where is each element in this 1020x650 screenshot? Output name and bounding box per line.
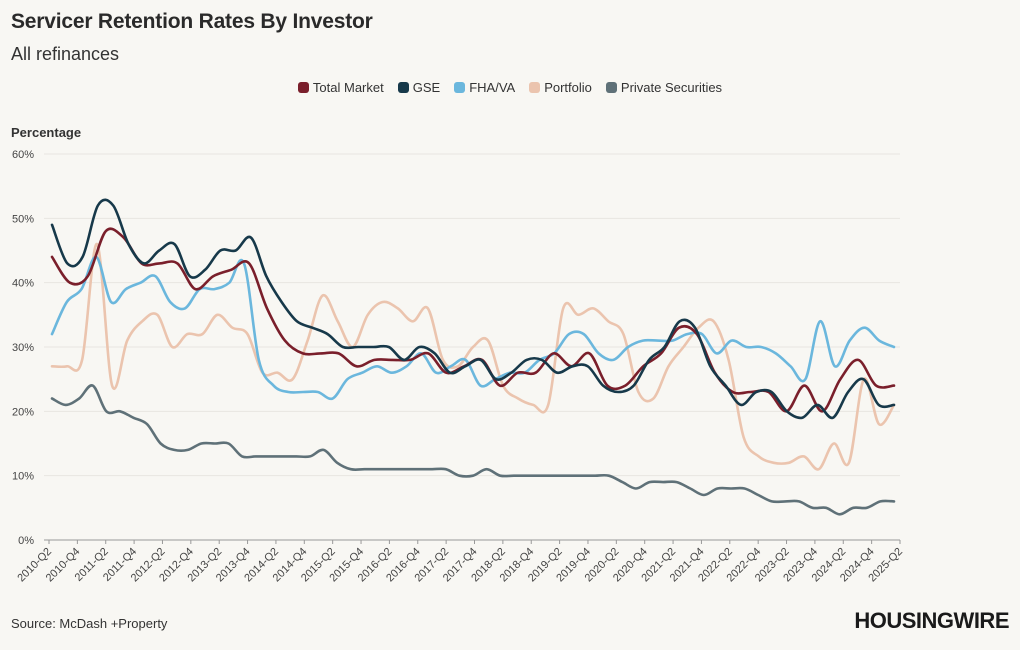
series-line-total-market	[50, 227, 896, 413]
y-tick-label: 40%	[12, 278, 34, 290]
legend-item[interactable]: Total Market	[297, 80, 384, 95]
legend-swatch	[605, 82, 617, 93]
legend-label: Total Market	[312, 80, 384, 95]
legend-swatch	[297, 82, 309, 93]
y-tick-label: 20%	[12, 406, 34, 418]
series-line-portfolio	[50, 242, 896, 471]
chart-subtitle: All refinances	[11, 44, 120, 64]
y-axis-label: Percentage	[11, 125, 82, 140]
legend-item[interactable]: Portfolio	[529, 80, 592, 95]
legend-label: GSE	[412, 80, 441, 95]
source-note: Source: McDash +Property	[11, 616, 168, 631]
legend-swatch	[454, 82, 466, 93]
y-tick-label: 30%	[12, 342, 34, 354]
y-tick-label: 0%	[18, 535, 34, 547]
y-tick-label: 60%	[12, 149, 34, 161]
legend-item[interactable]: GSE	[397, 80, 441, 95]
legend-swatch	[529, 82, 541, 93]
housingwire-logo: HOUSINGWIRE	[854, 608, 1009, 633]
legend-item[interactable]: FHA/VA	[454, 80, 515, 95]
series-line-fha-va	[50, 255, 896, 401]
series-line-gse	[50, 198, 896, 420]
y-tick-label: 10%	[12, 471, 34, 483]
legend-label: Portfolio	[544, 80, 592, 95]
chart-legend: Total Market GSE FHA/VA Portfolio Private Se…	[0, 80, 1020, 95]
legend-label: FHA/VA	[469, 80, 516, 95]
legend-label: Private Securities	[620, 80, 723, 95]
legend-swatch	[397, 82, 409, 93]
series-line-private-securities	[50, 384, 896, 516]
y-tick-label: 50%	[12, 213, 34, 225]
legend-item[interactable]: Private Securities	[605, 80, 723, 95]
chart-title: Servicer Retention Rates By Investor	[11, 10, 373, 33]
